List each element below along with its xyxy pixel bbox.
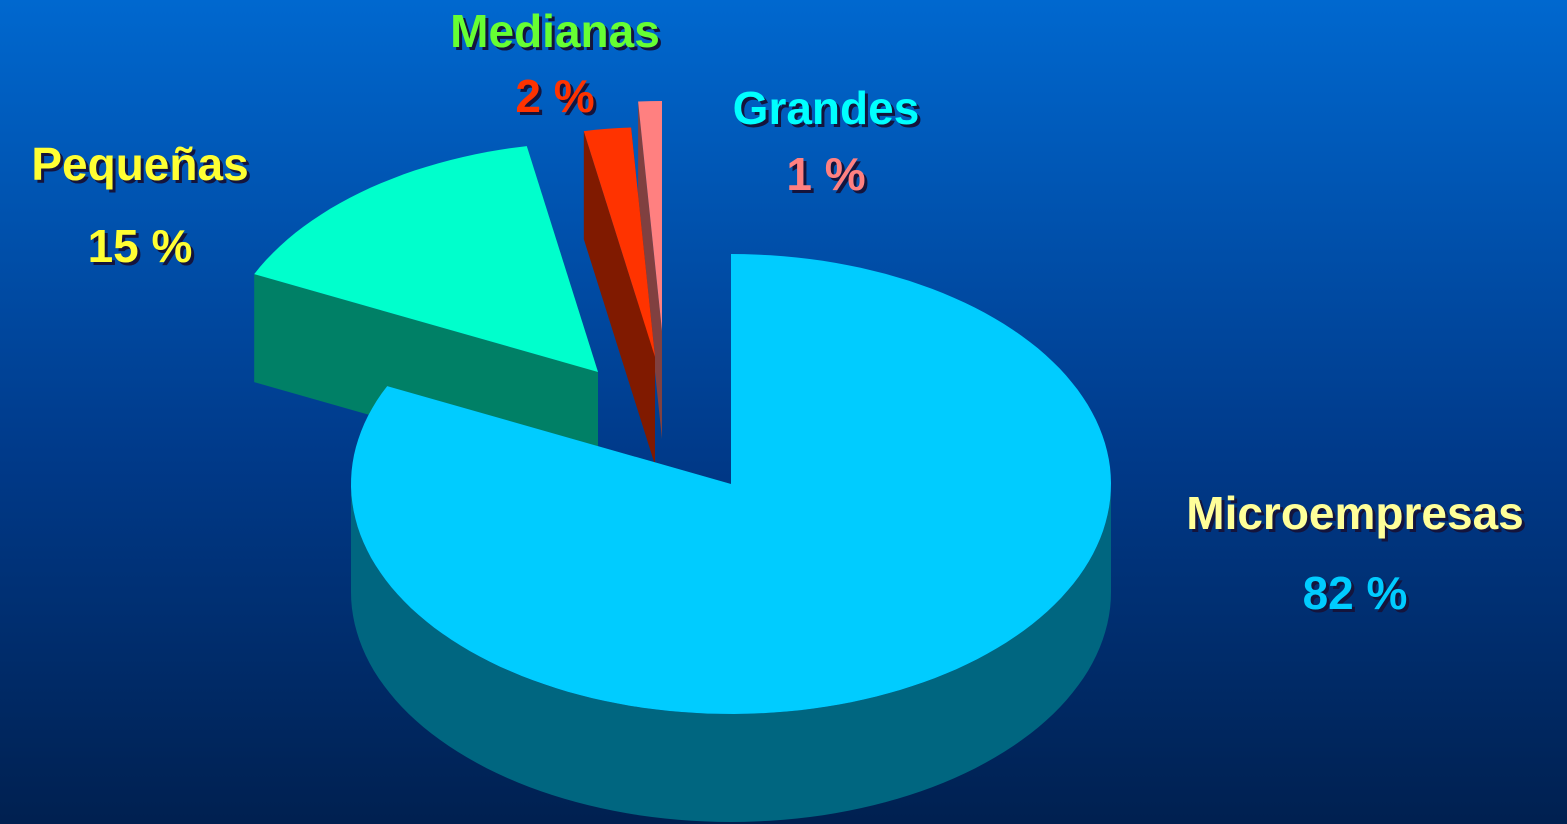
pie-slice	[583, 127, 655, 357]
slice-label: Grandes	[733, 82, 920, 134]
slice-value-label: 2 %	[515, 70, 594, 122]
slice-label: Pequeñas	[31, 138, 248, 190]
slice-value-label: 82 %	[1303, 567, 1408, 619]
pie-slice	[351, 254, 1111, 714]
slice-side	[638, 101, 662, 439]
slice-group	[638, 101, 662, 439]
pie-slice	[254, 146, 598, 372]
slice-value-label: 1 %	[786, 148, 865, 200]
slice-side	[583, 131, 655, 465]
slice-side	[351, 484, 1111, 822]
slice-label: Microempresas	[1186, 487, 1524, 539]
slice-group	[583, 127, 655, 465]
pie-slice	[638, 101, 662, 331]
slice-value-label: 15 %	[88, 220, 193, 272]
slice-group	[351, 254, 1111, 822]
slice-label: Medianas	[450, 5, 660, 57]
